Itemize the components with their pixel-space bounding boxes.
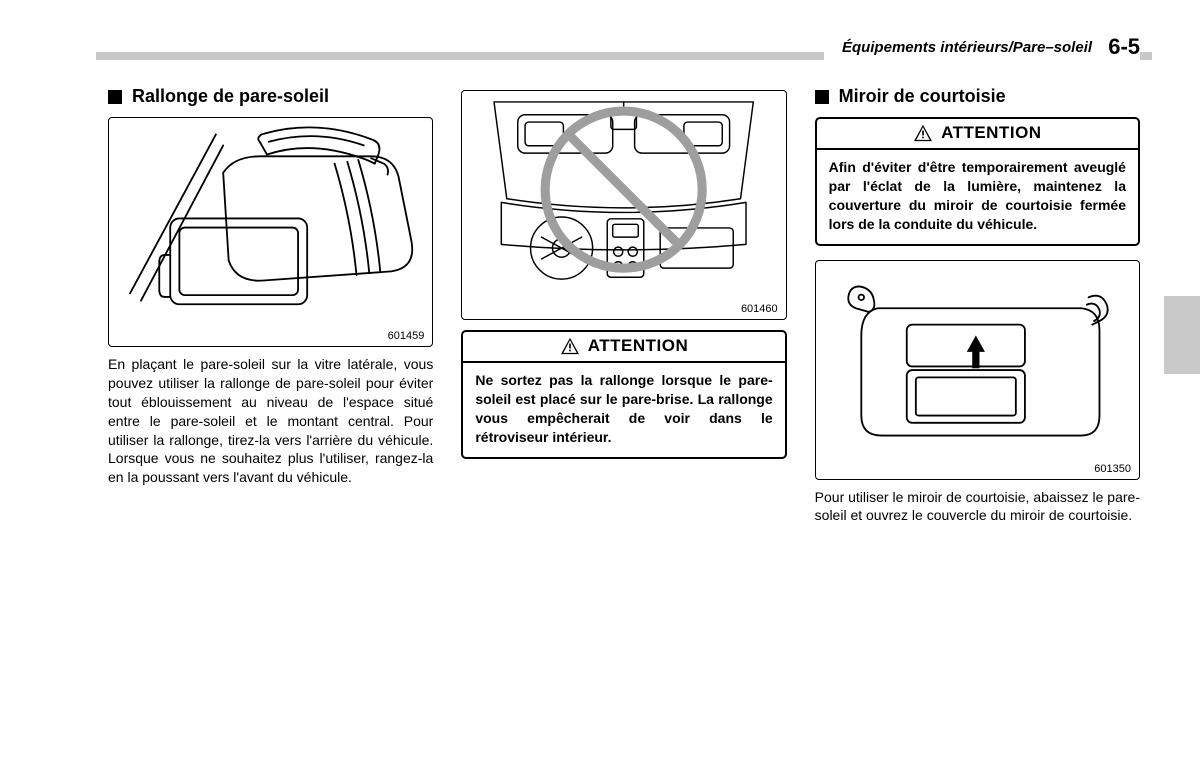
attention-box-extension: ATTENTION Ne sortez pas la rallonge lors…: [461, 330, 786, 459]
warning-icon: [913, 124, 933, 142]
figure-dashboard-prohibit: 601460: [461, 90, 786, 320]
figure-reference: 601459: [109, 328, 432, 346]
heading-marker-icon: [815, 90, 829, 104]
heading-text: Rallonge de pare-soleil: [132, 86, 329, 107]
heading-text: Miroir de courtoisie: [839, 86, 1006, 107]
section-heading-mirror: Miroir de courtoisie: [815, 86, 1140, 107]
attention-header: ATTENTION: [463, 332, 784, 363]
attention-header: ATTENTION: [817, 119, 1138, 150]
attention-label: ATTENTION: [941, 123, 1042, 143]
column-left: Rallonge de pare-soleil: [108, 86, 433, 525]
attention-text: Afin d'éviter d'être temporairement aveu…: [817, 150, 1138, 244]
attention-text: Ne sortez pas la rallonge lorsque le par…: [463, 363, 784, 457]
section-tab: [1164, 296, 1200, 374]
figure-visor-extension: 601459: [108, 117, 433, 347]
body-text-mirror: Pour utiliser le miroir de courtoisie, a…: [815, 488, 1140, 526]
manual-page: Équipements intérieurs/Pare–soleil 6-5 R…: [0, 0, 1200, 565]
heading-marker-icon: [108, 90, 122, 104]
attention-label: ATTENTION: [588, 336, 689, 356]
breadcrumb-text: Équipements intérieurs/Pare–soleil: [842, 39, 1092, 56]
column-center: 601460 ATTENTION Ne sortez pas la rallon…: [461, 86, 786, 525]
column-right: Miroir de courtoisie ATTENTION Afin d'év…: [815, 86, 1140, 525]
figure-vanity-mirror: 601350: [815, 260, 1140, 480]
page-header: Équipements intérieurs/Pare–soleil 6-5: [108, 36, 1140, 64]
page-number: 6-5: [1108, 34, 1140, 59]
figure-reference: 601460: [462, 301, 785, 319]
figure-reference: 601350: [816, 461, 1139, 479]
attention-box-mirror: ATTENTION Afin d'éviter d'être temporair…: [815, 117, 1140, 246]
content-columns: Rallonge de pare-soleil: [108, 86, 1140, 525]
body-text-extension: En plaçant le pare-soleil sur la vitre l…: [108, 355, 433, 487]
warning-icon: [560, 337, 580, 355]
section-heading-extension: Rallonge de pare-soleil: [108, 86, 433, 107]
breadcrumb: Équipements intérieurs/Pare–soleil 6-5: [824, 34, 1140, 60]
